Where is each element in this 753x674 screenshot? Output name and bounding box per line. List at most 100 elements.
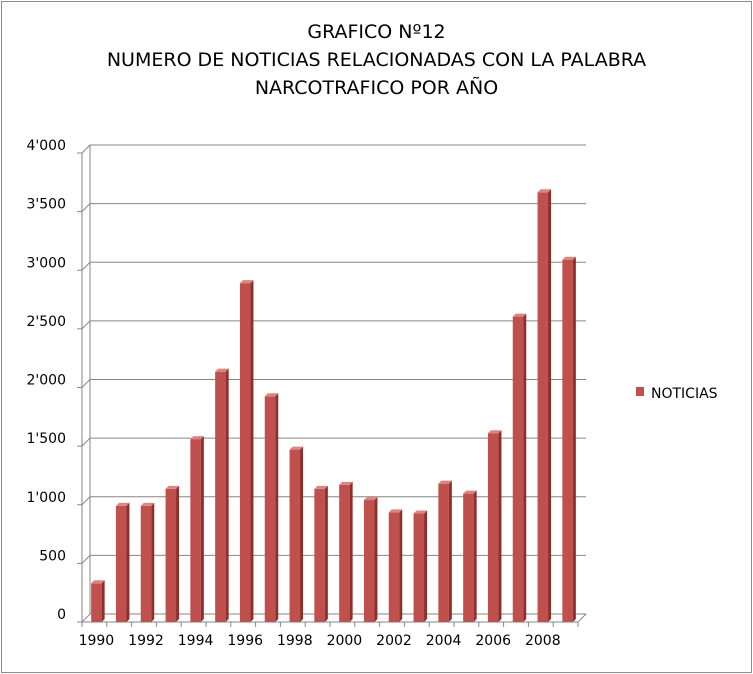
bar-top [562,256,576,260]
gridlines [81,144,586,623]
bar-top [388,509,403,513]
legend-label: NOTICIAS [651,386,718,402]
bar [438,480,452,622]
bar-top [512,313,527,317]
bar [363,497,378,622]
legend: NOTICIAS [636,386,718,402]
floor-right-edge [577,613,587,623]
gridline-wall-join [81,261,91,271]
chart-title-line-2: NUMERO DE NOTICIAS RELACIONADAS CON LA P… [106,49,647,71]
x-tick-label: 1992 [128,633,164,649]
bar-side [151,502,155,622]
bar-front [264,396,276,622]
bar-side [374,497,378,622]
bar [165,485,180,622]
bar-front [413,513,425,622]
bar-front [339,484,350,622]
bar [91,580,105,622]
y-tick-label: 3'000 [27,255,66,271]
bar [289,446,304,622]
chart-title: GRAFICO Nº12 NUMERO DE NOTICIAS RELACION… [0,18,753,102]
x-tick-label: 2002 [376,633,412,649]
bar-top [413,510,428,514]
bar-side [275,393,279,622]
gridline-wall-join [81,496,91,506]
bar [463,490,477,622]
bar-front [537,192,549,622]
bar-top [140,502,155,506]
bar-front [438,483,449,622]
bar [264,393,279,622]
x-tick-label: 2006 [475,633,511,649]
bar-side [424,510,428,622]
y-tick-label: 4'000 [27,138,66,154]
y-tick-label: 1'000 [27,490,66,506]
bar [314,485,328,622]
gridline-wall-join [81,203,91,212]
y-tick-label: 0 [57,607,66,623]
y-tick-label: 3'500 [27,197,66,213]
bar-top [264,393,279,397]
bar-side [498,430,502,622]
bar-top [215,368,229,372]
bar-side [200,436,204,622]
x-tick-label: 2008 [525,633,561,649]
bar-top [314,485,328,489]
gridline-wall-join [81,555,91,564]
bar-side [523,313,527,622]
x-tick-label: 1996 [227,633,263,649]
bar-front [487,433,499,622]
y-tick-label: 2'000 [27,373,66,389]
legend-swatch [636,387,644,396]
chart-title-line-3: NARCOTRAFICO POR AÑO [254,77,499,99]
x-tick-label: 1990 [79,633,115,649]
x-tick-label: 2004 [426,633,462,649]
bar-side [324,485,328,622]
x-tick-label: 2000 [327,633,363,649]
bar-side [399,509,403,622]
bar-front [115,505,127,622]
x-tick-label: 1998 [277,633,313,649]
bar-top [115,502,130,506]
bar-top [339,481,353,485]
bar-front [562,259,573,622]
bar [239,280,254,622]
bar [487,430,502,622]
gridline-wall-join [81,437,91,447]
bar-front [91,583,102,622]
bar-side [349,481,353,622]
bar-top [190,436,204,440]
bar-front [215,371,226,622]
bar [140,502,155,622]
bar-front [190,439,201,622]
bar-top [91,580,105,584]
bar [562,256,576,622]
bar-front [363,500,375,622]
bar-front [165,488,177,622]
y-tick-labels: 0 500 1'000 1'500 2'000 2'500 3'000 3'500 4'000 [27,138,66,623]
bar-side [548,189,552,622]
bar-front [388,512,400,622]
y-tick-label: 1'500 [27,431,66,447]
bar-top [239,280,254,284]
bar-side [126,502,130,622]
y-tick-label: 500 [39,548,66,564]
bar-side [250,280,254,622]
gridline-wall-join [81,144,91,154]
y-tick-label: 2'500 [27,314,66,330]
x-tick-labels: 1990 1992 1994 1996 1998 2000 2002 2004 2006 2008 [79,633,561,649]
gridline-wall-join [81,613,91,623]
bar-top [537,189,552,193]
bar-side [225,368,229,622]
bar [190,436,204,622]
bar-side [572,256,576,622]
bar-front [512,316,524,622]
gridline-wall-join [81,320,91,330]
bar-top [363,497,378,501]
bar-front [239,283,251,622]
bar-front [140,505,152,622]
chart-title-line-1: GRAFICO Nº12 [307,21,446,43]
gridline-wall-join [81,379,91,388]
bar-top [463,490,477,494]
bar-front [463,493,474,622]
